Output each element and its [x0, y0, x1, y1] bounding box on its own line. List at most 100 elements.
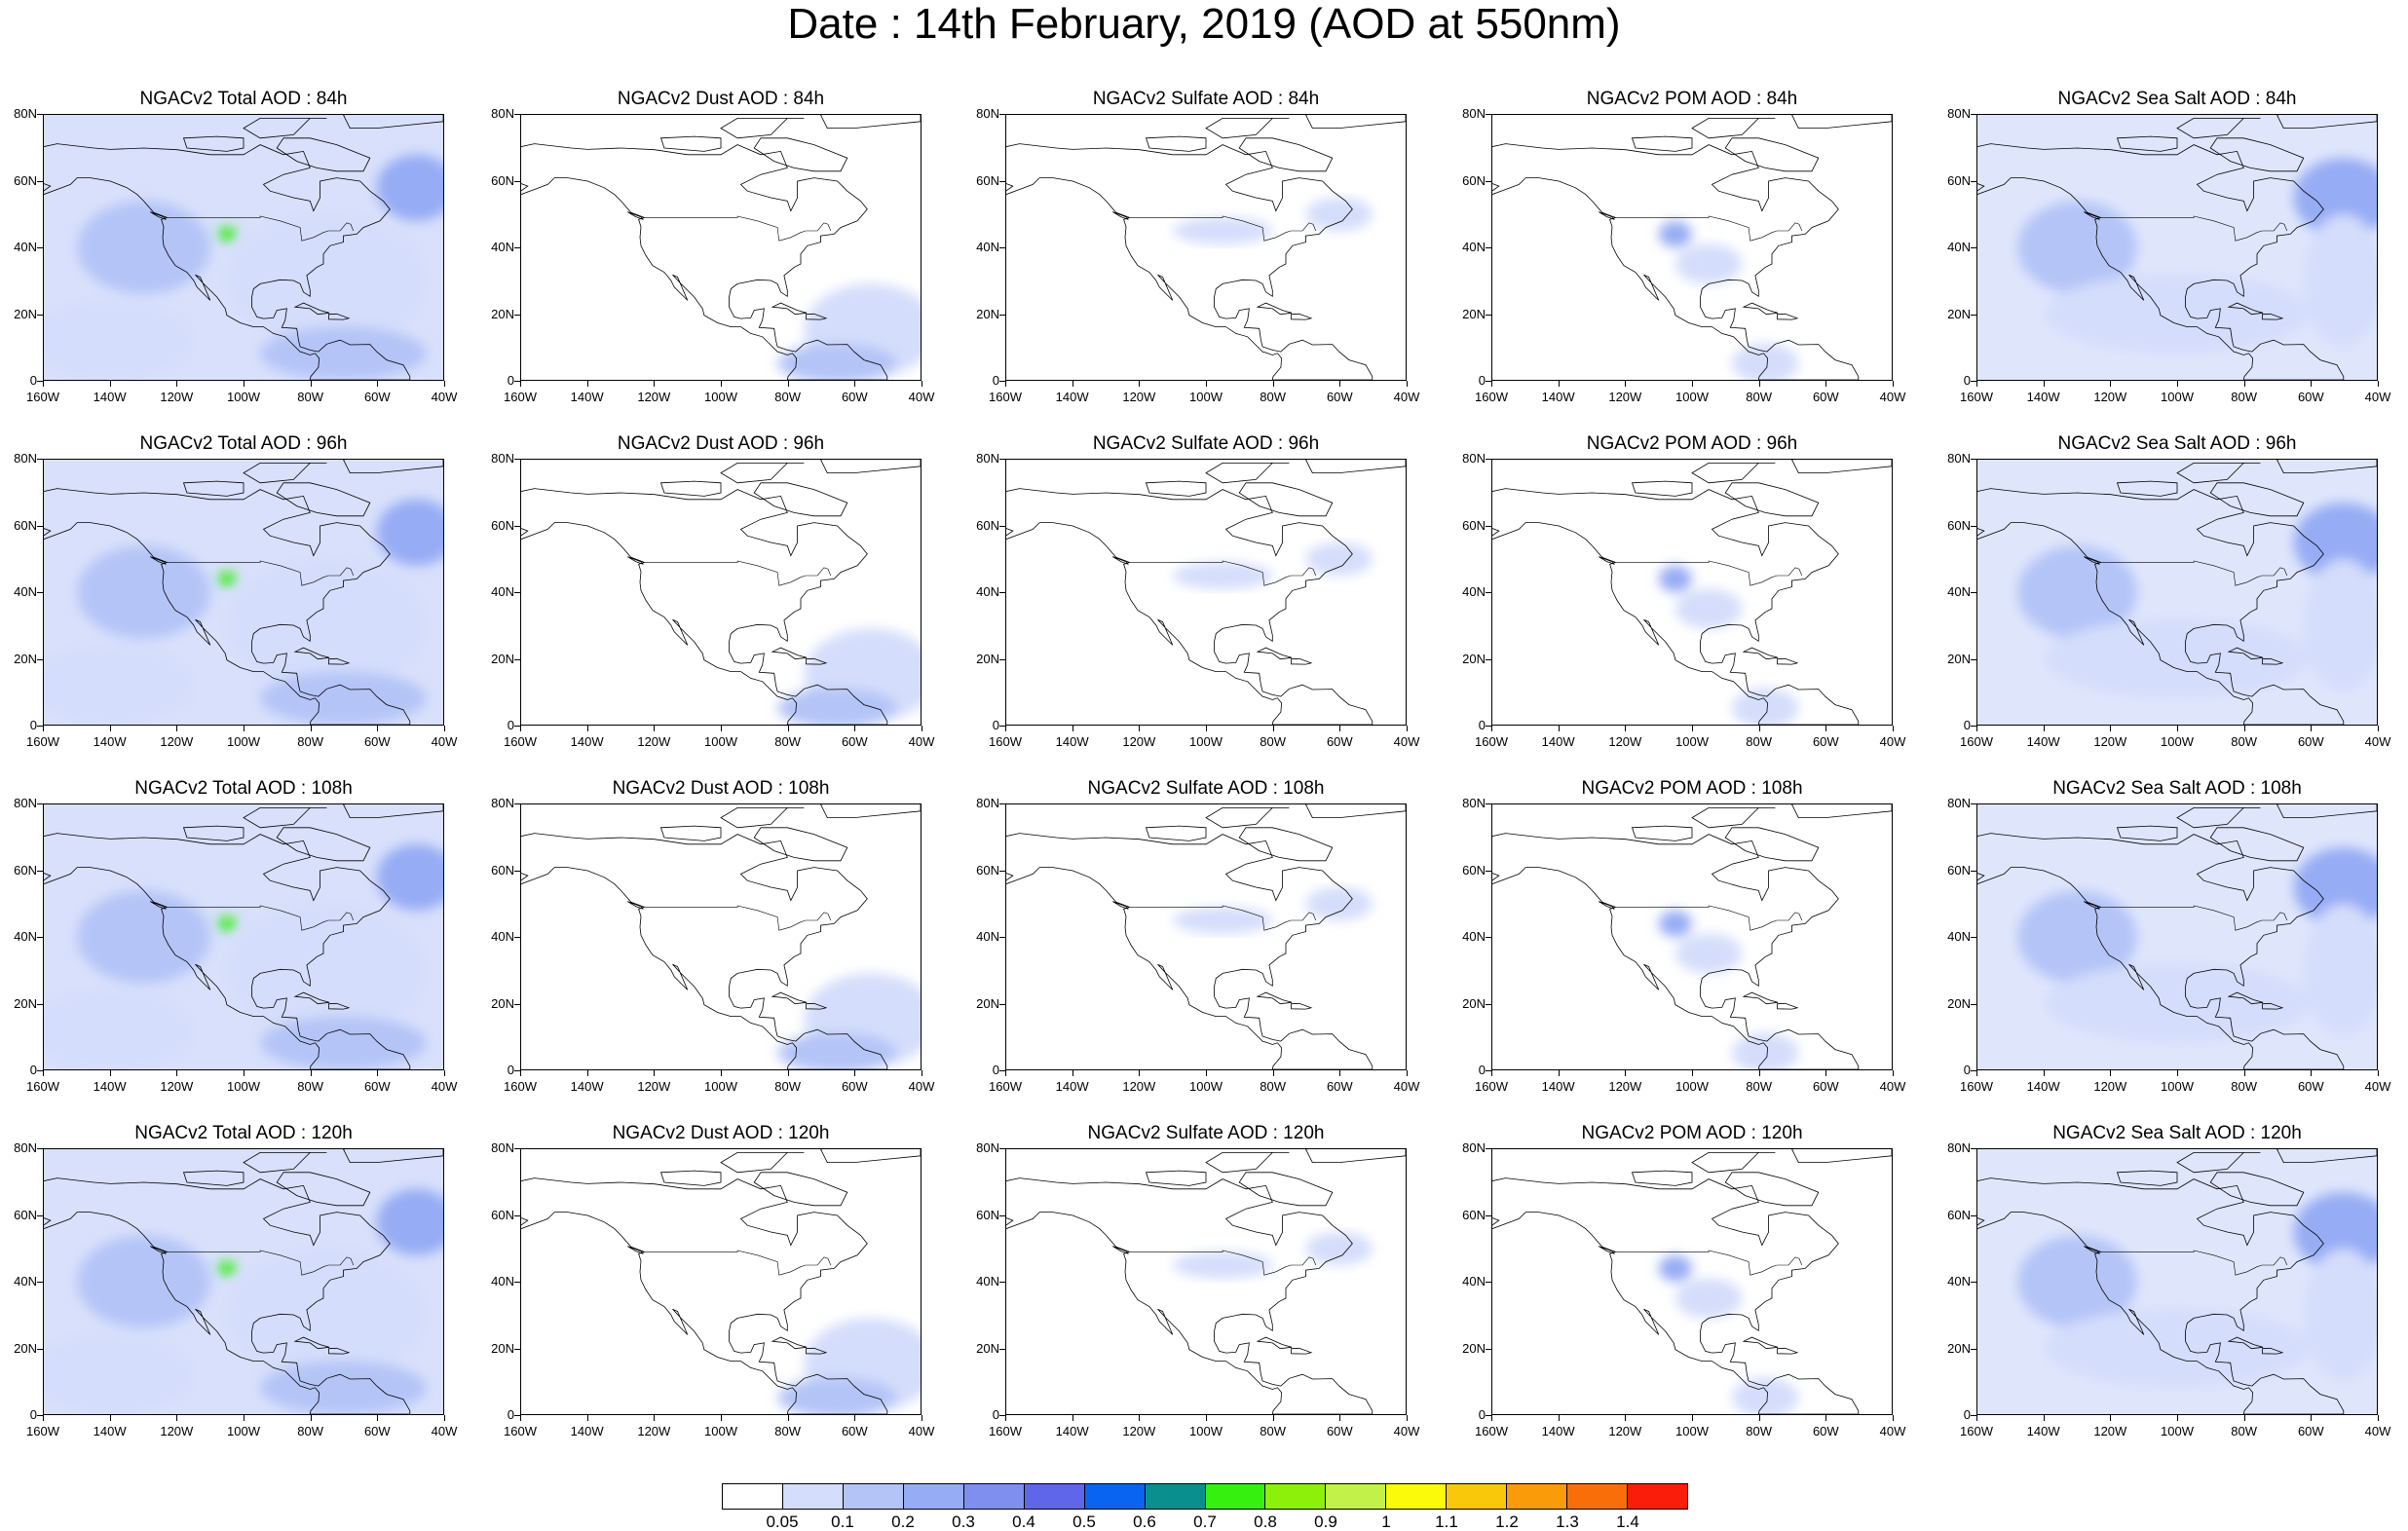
- x-tick-mark: [1005, 726, 1006, 731]
- map-plot-area: [43, 114, 444, 381]
- x-tick-label: 120W: [1122, 1079, 1156, 1094]
- y-tick-label: 80N: [1462, 796, 1486, 810]
- x-tick-mark: [377, 1415, 379, 1421]
- x-tick-mark: [1491, 1070, 1492, 1076]
- island-coastline: [627, 556, 644, 565]
- map-svg: [521, 460, 921, 725]
- island-coastline: [2176, 807, 2261, 829]
- x-tick-label: 100W: [1189, 1079, 1223, 1094]
- x-tick-mark: [1206, 1415, 1207, 1421]
- y-tick-mark: [1971, 180, 1976, 182]
- x-tick-mark: [2243, 1415, 2245, 1421]
- panel-title: NGACv2 Sea Salt AOD : 120h: [2052, 1123, 2302, 1143]
- x-tick-label: 40W: [908, 390, 935, 404]
- y-tick-mark: [1971, 870, 1976, 872]
- panel-title: NGACv2 Total AOD : 108h: [134, 778, 353, 799]
- coastline: [521, 1177, 888, 1414]
- y-tick-label: 80N: [1462, 1140, 1486, 1155]
- map-panel-sulfate: NGACv2 Sulfate AOD : 84h 80N 60N 40N 20N 0 160…: [962, 88, 1449, 433]
- x-tick-label: 140W: [93, 390, 127, 404]
- island-coastline: [753, 137, 848, 172]
- colorbar-swatch: [963, 1484, 1025, 1509]
- x-tick-label: 80W: [2231, 1424, 2258, 1438]
- x-tick-label: 40W: [1393, 734, 1420, 749]
- aod-feature: [1658, 1254, 1692, 1282]
- y-tick-mark: [999, 1214, 1005, 1216]
- y-tick-label: 80N: [1462, 451, 1486, 466]
- x-tick-label: 140W: [1541, 1079, 1575, 1094]
- island-coastline: [1291, 657, 1313, 665]
- country-border: [1129, 560, 1317, 586]
- country-border: [644, 905, 832, 931]
- x-tick-label: 120W: [1122, 390, 1156, 404]
- x-tick-mark: [1893, 381, 1894, 387]
- x-tick-mark: [1272, 726, 1274, 731]
- y-tick-label: 20N: [14, 995, 37, 1011]
- x-tick-label: 140W: [2026, 1079, 2060, 1094]
- panel-title: NGACv2 Total AOD : 120h: [134, 1123, 353, 1143]
- island-coastline: [276, 1172, 371, 1207]
- x-tick-label: 160W: [26, 734, 59, 749]
- island-coastline: [1599, 901, 1615, 910]
- y-tick-mark: [999, 937, 1005, 938]
- x-tick-label: 160W: [1960, 734, 1993, 749]
- x-tick-mark: [1407, 1070, 1408, 1076]
- x-tick-mark: [2378, 726, 2379, 731]
- island-coastline: [1305, 804, 1406, 818]
- y-tick-label: 60N: [1462, 172, 1486, 188]
- aod-feature: [260, 326, 427, 380]
- island-coastline: [243, 463, 327, 484]
- map-panel-total: NGACv2 Total AOD : 108h 80N 60N 40N 20N 0 160W…: [0, 777, 487, 1123]
- panel-title: NGACv2 Total AOD : 96h: [139, 433, 348, 454]
- y-tick-mark: [1971, 459, 1976, 460]
- colorbar-swatch: [1507, 1484, 1568, 1509]
- island-coastline: [771, 302, 808, 316]
- x-tick-label: 60W: [363, 390, 391, 404]
- x-tick-mark: [2311, 1415, 2313, 1421]
- island-coastline: [1777, 313, 1799, 320]
- x-tick-mark: [1893, 1070, 1894, 1076]
- y-tick-mark: [1971, 1282, 1976, 1283]
- x-tick-label: 60W: [841, 1079, 868, 1094]
- colorbar-label: 0.05: [766, 1512, 799, 1531]
- colorbar-label: 0.8: [1254, 1512, 1277, 1531]
- island-coastline: [2084, 901, 2100, 910]
- x-tick-mark: [244, 1415, 245, 1421]
- y-tick-label: 40N: [1462, 240, 1486, 254]
- y-tick-label: 0: [992, 1063, 999, 1077]
- y-tick-label: 80N: [976, 1140, 999, 1155]
- x-tick-label: 40W: [1879, 390, 1906, 404]
- x-tick-mark: [1558, 381, 1560, 387]
- map-svg: [1977, 1149, 2377, 1414]
- coastline: [44, 833, 411, 1069]
- y-tick-label: 0: [992, 718, 999, 732]
- aod-feature: [2017, 201, 2137, 294]
- island-coastline: [820, 1149, 921, 1163]
- island-coastline: [328, 1347, 351, 1355]
- aod-feature: [226, 1249, 427, 1381]
- map-plot-area: [1976, 1148, 2378, 1415]
- y-tick-label: 0: [1963, 718, 1971, 732]
- y-tick-mark: [514, 1415, 520, 1416]
- x-tick-label: 60W: [841, 390, 868, 404]
- x-tick-label: 140W: [2026, 734, 2060, 749]
- y-tick-mark: [37, 870, 43, 872]
- x-tick-mark: [2177, 381, 2178, 387]
- y-tick-label: 60N: [1947, 517, 1971, 533]
- x-tick-label: 80W: [1746, 390, 1773, 404]
- x-tick-mark: [43, 1070, 44, 1076]
- map-plot-area: [1005, 803, 1407, 1070]
- x-tick-label: 140W: [93, 1079, 127, 1094]
- x-tick-label: 80W: [1746, 1079, 1773, 1094]
- x-tick-mark: [1976, 1415, 1977, 1421]
- island-coastline: [328, 313, 351, 320]
- x-tick-mark: [1005, 381, 1006, 387]
- y-tick-label: 20N: [1947, 651, 1971, 666]
- y-tick-mark: [1486, 314, 1491, 316]
- x-tick-mark: [1339, 381, 1341, 387]
- map-svg: [521, 1149, 921, 1414]
- y-tick-label: 0: [1963, 1407, 1971, 1422]
- y-tick-mark: [514, 1282, 520, 1283]
- island-coastline: [1724, 482, 1820, 517]
- map-plot-area: [43, 459, 444, 726]
